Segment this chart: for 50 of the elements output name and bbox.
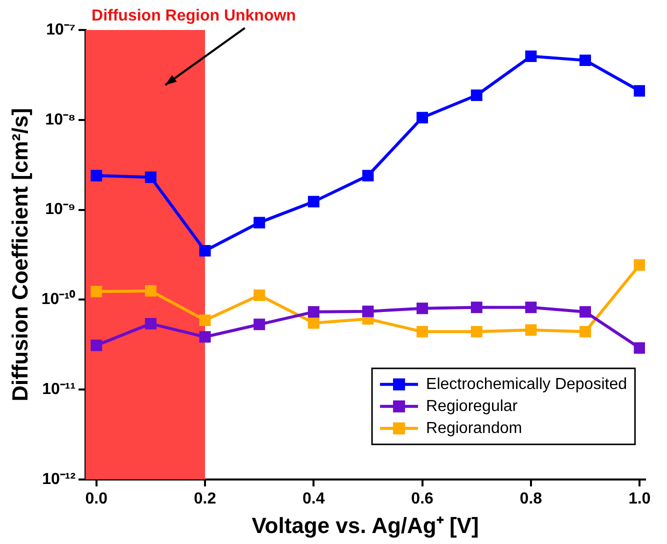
point: [144, 285, 156, 297]
point: [362, 306, 374, 318]
y-tick-label: 10⁻⁷: [46, 21, 76, 38]
band-label: Diffusion Region Unknown: [92, 7, 296, 24]
point: [525, 302, 537, 314]
point: [470, 326, 482, 338]
point: [470, 89, 482, 101]
point: [634, 342, 645, 354]
point: [199, 331, 211, 343]
legend-label: Electrochemically Deposited: [426, 376, 628, 393]
point: [634, 85, 645, 97]
x-tick-label: 0.4: [302, 490, 325, 508]
point: [525, 50, 537, 62]
point: [416, 302, 428, 314]
point: [416, 326, 428, 338]
y-axis-title: Diffusion Coefficient [cm²/s]: [7, 108, 32, 402]
point: [470, 302, 482, 314]
point: [362, 170, 374, 182]
x-tick-label: 0.2: [194, 490, 216, 508]
point: [580, 326, 591, 338]
point: [254, 318, 266, 330]
point: [308, 306, 320, 318]
y-tick-label: 10⁻⁹: [45, 201, 76, 218]
point: [308, 317, 320, 329]
x-tick-label: 1.0: [628, 490, 651, 508]
point: [90, 340, 102, 352]
point: [254, 289, 266, 301]
point: [199, 314, 211, 326]
point: [416, 112, 428, 124]
point: [90, 170, 102, 182]
point: [525, 324, 537, 336]
x-axis-title: Voltage vs. Ag/Ag⁺ [V]: [252, 512, 479, 538]
point: [634, 259, 645, 271]
point: [308, 196, 320, 208]
point: [580, 306, 591, 318]
x-tick-label: 0.8: [520, 490, 542, 508]
point: [144, 318, 156, 330]
point: [580, 54, 591, 66]
point: [90, 286, 102, 298]
point: [199, 244, 211, 256]
y-tick-label: 10⁻¹²: [42, 470, 76, 488]
legend-label: Regiorandom: [426, 420, 522, 437]
point: [254, 216, 266, 228]
y-tick-label: 10⁻⁸: [45, 111, 76, 128]
x-tick-label: 0.0: [85, 490, 108, 508]
y-tick-label: 10⁻¹⁰: [41, 290, 76, 308]
y-tick-label: 10⁻¹¹: [42, 380, 76, 398]
x-tick-label: 0.6: [411, 490, 434, 508]
point: [144, 172, 156, 183]
legend-label: Regioregular: [426, 398, 518, 415]
